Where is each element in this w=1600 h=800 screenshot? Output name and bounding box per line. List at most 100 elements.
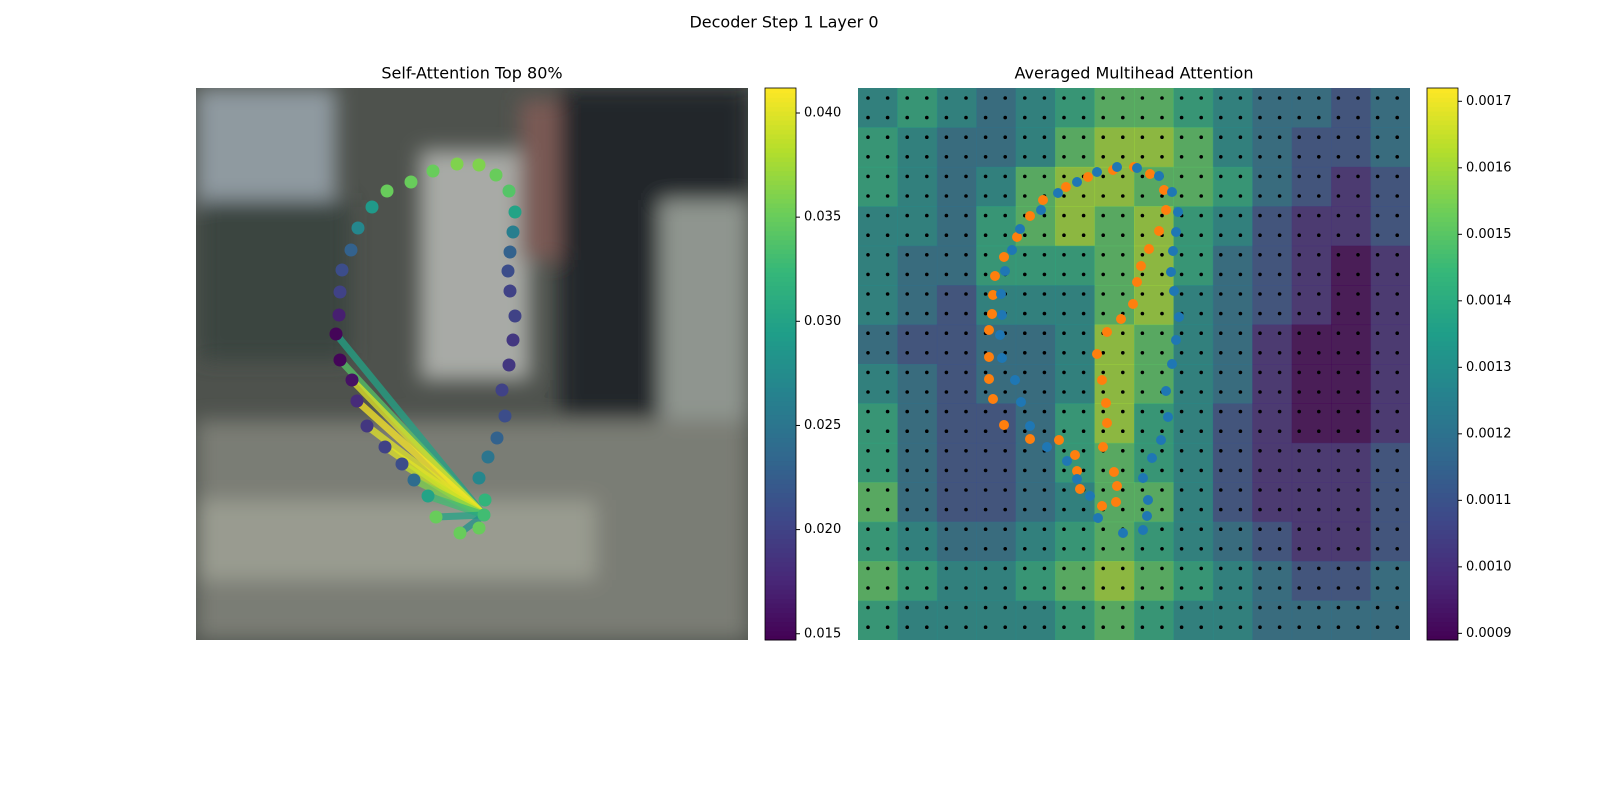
colorbar-tick-label: 0.0012: [1466, 426, 1512, 441]
heat-cell: [936, 324, 977, 365]
grid-dot: [1140, 370, 1145, 375]
colorbar-slice: [1427, 400, 1458, 406]
colorbar-slice: [1427, 180, 1458, 186]
grid-dot: [964, 213, 968, 218]
grid-dot: [1395, 370, 1399, 375]
grid-dot: [1297, 566, 1301, 571]
colorbar-slice: [1427, 235, 1458, 241]
colorbar-slice: [765, 598, 796, 604]
grid-dot: [1121, 233, 1125, 237]
grid-dot: [885, 233, 890, 237]
colorbar-slice: [1427, 295, 1458, 301]
heat-cell: [1370, 364, 1410, 404]
grid-dot: [1277, 390, 1282, 394]
colorbar-slice: [765, 506, 796, 512]
point: [1154, 226, 1164, 236]
colorbar-slice: [765, 469, 796, 475]
grid-dot: [905, 233, 909, 237]
grid-dot: [1121, 488, 1125, 492]
colorbar-tick-label: 0.040: [804, 105, 841, 120]
grid-dot: [1140, 605, 1145, 610]
colorbar-slice: [1427, 166, 1458, 172]
colorbar-slice: [765, 359, 796, 365]
grid-dot: [944, 213, 949, 218]
heat-cell: [1252, 127, 1293, 168]
grid-dot: [1121, 155, 1125, 159]
grid-dot: [1023, 253, 1027, 257]
grid-dot: [905, 331, 909, 336]
colorbar-tick-label: 0.0017: [1466, 94, 1512, 109]
grid-dot: [1375, 586, 1380, 590]
grid-dot: [1238, 213, 1243, 218]
grid-dot: [1356, 135, 1360, 139]
heat-cell: [1252, 285, 1293, 326]
grid-dot: [1081, 429, 1086, 434]
colorbar-slice: [765, 446, 796, 452]
grid-dot: [885, 311, 890, 316]
point: [503, 245, 517, 259]
colorbar-slice: [1427, 129, 1458, 135]
heat-cell: [1055, 364, 1096, 404]
grid-dot: [1395, 468, 1399, 473]
point: [1173, 207, 1183, 217]
grid-dot: [1121, 390, 1125, 394]
grid-dot: [1297, 429, 1301, 434]
grid-dot: [1042, 605, 1047, 610]
grid-dot: [1179, 96, 1184, 100]
grid-dot: [905, 351, 909, 355]
grid-dot: [1042, 488, 1047, 492]
colorbar-slice: [765, 350, 796, 356]
grid-dot: [983, 311, 988, 316]
grid-dot: [944, 429, 949, 434]
point: [1042, 442, 1052, 452]
heat-cell: [1015, 127, 1056, 168]
grid-dot: [964, 527, 968, 531]
heat-cell: [1212, 403, 1253, 444]
grid-dot: [1140, 390, 1145, 394]
grid-dot: [1023, 488, 1027, 492]
grid-dot: [1277, 174, 1282, 179]
heat-cell: [976, 442, 1017, 483]
point: [1093, 513, 1103, 523]
grid-dot: [1238, 194, 1243, 198]
heat-cell: [1015, 482, 1056, 523]
grid-dot: [1356, 174, 1360, 179]
heat-cell: [1212, 442, 1253, 483]
grid-dot: [866, 96, 870, 100]
colorbar-slice: [1427, 97, 1458, 103]
point: [1167, 187, 1177, 197]
colorbar-slice: [765, 212, 796, 218]
grid-dot: [983, 429, 988, 434]
point: [502, 358, 516, 372]
colorbar-slice: [765, 520, 796, 526]
colorbar-slice: [765, 483, 796, 489]
colorbar-slice: [1427, 207, 1458, 213]
heat-cell: [1291, 561, 1332, 602]
grid-dot: [1062, 507, 1066, 512]
heat-cell: [1212, 561, 1253, 602]
grid-dot: [1062, 174, 1066, 179]
grid-dot: [1062, 213, 1066, 218]
grid-dot: [885, 468, 890, 473]
grid-dot: [1297, 507, 1301, 512]
grid-dot: [944, 233, 949, 237]
grid-dot: [866, 135, 870, 139]
colorbar-slice: [765, 313, 796, 319]
colorbar-slice: [765, 203, 796, 209]
grid-dot: [1081, 311, 1086, 316]
grid-dot: [944, 194, 949, 198]
colorbar-slice: [1427, 419, 1458, 425]
grid-dot: [1317, 566, 1321, 571]
grid-dot: [983, 213, 988, 218]
heat-cell: [1331, 206, 1372, 247]
grid-dot: [1101, 390, 1105, 394]
grid-dot: [1356, 115, 1360, 120]
heat-cell: [897, 403, 938, 444]
grid-dot: [1219, 351, 1223, 355]
grid-dot: [1356, 547, 1360, 551]
heat-cell: [897, 206, 938, 247]
grid-dot: [1238, 390, 1243, 394]
grid-dot: [1336, 449, 1341, 453]
grid-dot: [1101, 468, 1105, 473]
heat-cell: [1252, 166, 1293, 207]
